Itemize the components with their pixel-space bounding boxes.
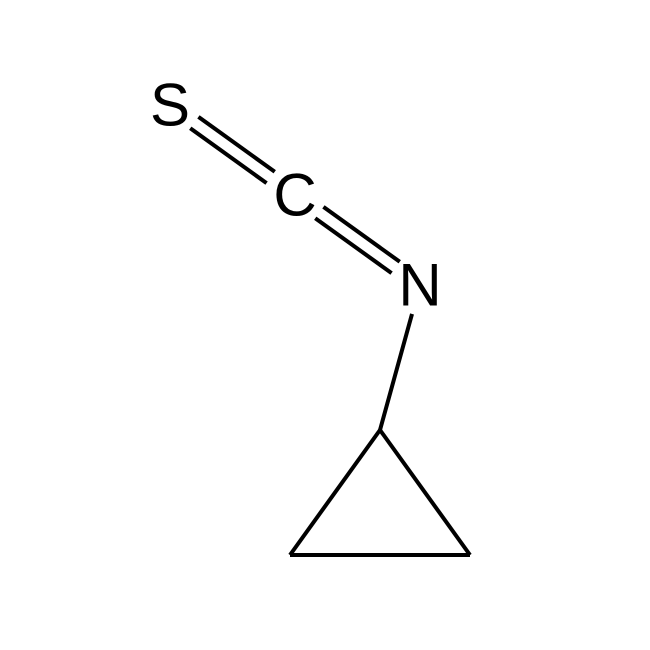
bond-line [290,430,380,555]
atom-label-c: C [273,162,316,229]
atom-label-s: S [150,72,190,139]
bond-layer [190,117,470,555]
molecule-diagram: S C N [0,0,650,650]
atom-layer: S C N [150,72,442,319]
atom-label-n: N [398,252,441,319]
bond-line [380,430,470,555]
bond-line [380,314,412,430]
